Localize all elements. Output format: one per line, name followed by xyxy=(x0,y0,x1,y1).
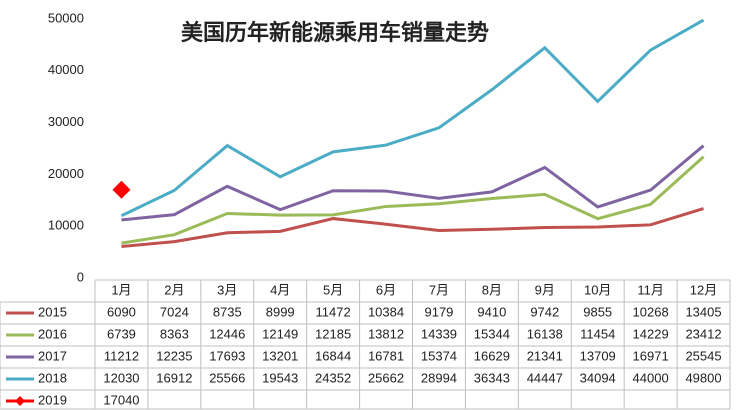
table-value: 6739 xyxy=(107,326,136,341)
table-value: 16971 xyxy=(633,348,669,363)
x-tick-label: 5月 xyxy=(323,282,343,297)
table-value: 11472 xyxy=(316,304,351,319)
series-line xyxy=(120,18,705,218)
x-tick-label: 11月 xyxy=(637,282,664,297)
legend-label: 2017 xyxy=(38,348,67,363)
table-value: 9179 xyxy=(424,304,453,319)
x-tick-label: 7月 xyxy=(429,282,449,297)
x-tick-label: 3月 xyxy=(217,282,237,297)
x-tick-label: 9月 xyxy=(535,282,555,297)
table-value: 17693 xyxy=(209,348,245,363)
table-value: 16912 xyxy=(156,370,192,385)
x-tick-label: 1月 xyxy=(111,282,131,297)
series-line xyxy=(121,144,705,222)
table-value: 10384 xyxy=(368,304,404,319)
table-value: 23412 xyxy=(685,326,721,341)
y-tick-label: 0 xyxy=(77,269,84,284)
table-value: 25566 xyxy=(209,370,245,385)
table-value: 14229 xyxy=(633,326,669,341)
legend-label: 2018 xyxy=(38,370,67,385)
table-value: 7024 xyxy=(160,304,189,319)
legend-label: 2016 xyxy=(38,326,67,341)
table-value: 8363 xyxy=(160,326,189,341)
y-tick-label: 30000 xyxy=(48,114,84,129)
table-value: 16629 xyxy=(474,348,510,363)
table-value: 28994 xyxy=(421,370,457,385)
legend-label: 2015 xyxy=(38,304,67,319)
x-tick-label: 6月 xyxy=(376,282,396,297)
table-value: 21341 xyxy=(527,348,563,363)
table-value: 11454 xyxy=(580,326,615,341)
table-value: 49800 xyxy=(685,370,721,385)
table-value: 12446 xyxy=(209,326,245,341)
table-value: 13405 xyxy=(685,304,721,319)
table-value: 44000 xyxy=(633,370,669,385)
table-value: 16138 xyxy=(527,326,563,341)
table-value: 14339 xyxy=(421,326,457,341)
table-value: 17040 xyxy=(103,392,139,407)
table-value: 8999 xyxy=(266,304,295,319)
table-value: 9855 xyxy=(583,304,612,319)
table-value: 13812 xyxy=(368,326,404,341)
x-tick-label: 12月 xyxy=(690,282,717,297)
point-marker xyxy=(112,180,131,199)
table-value: 9410 xyxy=(477,304,506,319)
table-value: 13709 xyxy=(580,348,616,363)
table-value: 25662 xyxy=(368,370,404,385)
y-tick-label: 20000 xyxy=(48,166,84,181)
table-value: 16781 xyxy=(368,348,404,363)
table-value: 12235 xyxy=(156,348,192,363)
table-value: 9742 xyxy=(530,304,559,319)
table-value: 12185 xyxy=(315,326,351,341)
y-tick-label: 10000 xyxy=(48,218,84,233)
table-value: 6090 xyxy=(107,304,136,319)
table-value: 12030 xyxy=(103,370,139,385)
y-tick-label: 50000 xyxy=(48,10,84,25)
table-value: 24352 xyxy=(315,370,351,385)
table-value: 12149 xyxy=(262,326,298,341)
table-value: 44447 xyxy=(527,370,563,385)
x-tick-label: 2月 xyxy=(164,282,184,297)
table-value: 11212 xyxy=(104,348,139,363)
table-value: 13201 xyxy=(262,348,298,363)
x-tick-label: 8月 xyxy=(482,282,502,297)
series-line xyxy=(121,207,704,248)
table-value: 8735 xyxy=(213,304,242,319)
series-line xyxy=(121,155,705,245)
chart-title: 美国历年新能源乘用车销量走势 xyxy=(181,20,489,45)
x-tick-label: 4月 xyxy=(270,282,290,297)
table-value: 19543 xyxy=(262,370,298,385)
table-value: 10268 xyxy=(633,304,669,319)
x-tick-label: 10月 xyxy=(584,282,611,297)
table-value: 15344 xyxy=(474,326,510,341)
legend-label: 2019 xyxy=(38,392,67,407)
table-value: 34094 xyxy=(580,370,616,385)
table-value: 25545 xyxy=(685,348,721,363)
y-tick-label: 40000 xyxy=(48,62,84,77)
table-value: 16844 xyxy=(315,348,351,363)
table-value: 36343 xyxy=(474,370,510,385)
table-value: 15374 xyxy=(421,348,457,363)
